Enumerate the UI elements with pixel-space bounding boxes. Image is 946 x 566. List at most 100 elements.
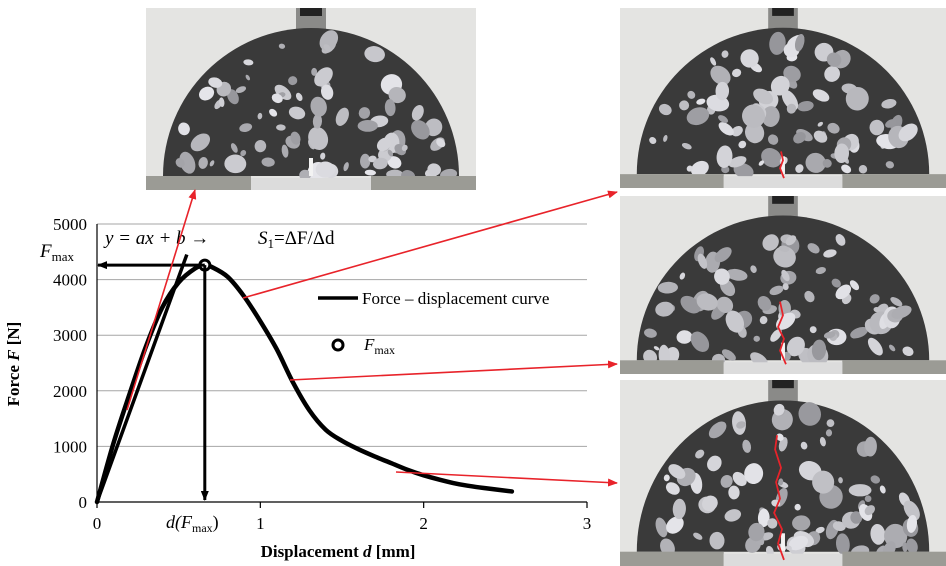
aggregate xyxy=(898,123,918,142)
aggregate xyxy=(288,76,298,86)
aggregate xyxy=(845,86,869,111)
aggregate xyxy=(276,124,286,131)
aggregate xyxy=(767,134,779,145)
support-left xyxy=(620,174,724,188)
base-plate xyxy=(723,176,843,188)
base-plate xyxy=(723,553,843,566)
aggregate xyxy=(817,121,824,127)
legend-point-swatch xyxy=(331,338,345,352)
aggregate xyxy=(681,142,692,150)
y-axis-label: Force F [N] xyxy=(4,322,23,407)
aggregate xyxy=(906,514,918,533)
aggregate xyxy=(864,436,877,457)
aggregate xyxy=(310,96,327,117)
specimen-notch xyxy=(781,156,785,175)
aggregate xyxy=(841,164,852,174)
fmax-axis-label: Fmax xyxy=(39,241,74,264)
aggregate xyxy=(696,98,706,105)
series-force-displacement xyxy=(94,262,515,505)
aggregate xyxy=(728,485,740,500)
aggregate xyxy=(724,509,742,522)
tangent-line xyxy=(95,253,189,503)
aggregate xyxy=(798,402,821,426)
aggregate xyxy=(427,163,441,176)
aggregate xyxy=(278,43,286,49)
aggregate xyxy=(778,478,784,486)
aggregate xyxy=(770,329,782,342)
aggregate xyxy=(781,269,790,282)
aggregate xyxy=(890,297,903,307)
support-left xyxy=(620,551,724,566)
aggregate xyxy=(224,154,247,174)
aggregate xyxy=(864,495,872,502)
aggregate xyxy=(793,131,806,144)
aggregate xyxy=(343,162,349,172)
aggregate xyxy=(869,294,880,304)
aggregate xyxy=(785,545,792,551)
aggregate xyxy=(775,312,796,330)
aggregate xyxy=(815,267,826,275)
equation-label: y = ax + b → xyxy=(103,228,209,249)
aggregate xyxy=(358,107,371,119)
specimen-photos xyxy=(146,8,946,566)
aggregate xyxy=(702,495,718,512)
aggregates xyxy=(649,31,918,179)
aggregate xyxy=(364,169,377,176)
aggregate xyxy=(657,281,678,294)
aggregate xyxy=(832,521,846,532)
aggregate xyxy=(687,90,696,99)
loading-strip-top xyxy=(772,196,794,204)
aggregate xyxy=(742,439,752,453)
aggregate xyxy=(725,310,745,333)
aggregate xyxy=(312,113,323,129)
specimen-notch xyxy=(781,342,785,361)
aggregate xyxy=(696,293,718,311)
aggregate xyxy=(767,518,778,529)
aggregate xyxy=(826,52,842,67)
specimen-notch xyxy=(309,158,313,176)
aggregate xyxy=(732,471,747,487)
aggregate xyxy=(710,57,717,66)
y-tick-label-2000: 2000 xyxy=(53,382,87,401)
aggregate xyxy=(364,46,385,63)
aggregate xyxy=(219,97,225,107)
aggregate xyxy=(891,305,912,319)
support-left xyxy=(146,176,251,190)
aggregate xyxy=(835,284,852,300)
aggregate xyxy=(788,535,809,551)
aggregate xyxy=(773,246,796,268)
aggregate xyxy=(243,59,254,66)
aggregate xyxy=(401,144,408,152)
aggregate xyxy=(827,122,840,134)
aggregate xyxy=(797,101,814,112)
aggregate xyxy=(762,234,779,251)
y-tick-label-1000: 1000 xyxy=(53,437,87,456)
aggregate xyxy=(697,253,708,269)
aggregate xyxy=(826,419,835,427)
legend-curve-label: Force – displacement curve xyxy=(362,289,549,308)
arrow-to-stage-3-photo xyxy=(395,471,618,487)
x-tick-label-3: 3 xyxy=(583,514,592,533)
specimen-photo-stage-3 xyxy=(620,380,946,566)
aggregate xyxy=(372,157,388,170)
aggregate xyxy=(707,455,722,472)
aggregate xyxy=(807,243,820,254)
aggregate xyxy=(320,152,326,160)
aggregate xyxy=(902,542,908,553)
aggregate xyxy=(257,112,263,120)
x-tick-labels: 0 1 2 3 xyxy=(93,514,592,533)
y-tick-label-4000: 4000 xyxy=(53,271,87,290)
aggregate xyxy=(783,65,801,82)
aggregate xyxy=(686,107,710,126)
aggregate xyxy=(190,133,211,152)
support-right xyxy=(842,360,946,374)
aggregate xyxy=(695,449,705,459)
aggregate xyxy=(308,126,329,150)
aggregate xyxy=(239,123,253,133)
aggregate xyxy=(761,148,782,168)
aggregate xyxy=(795,164,804,173)
aggregate xyxy=(320,84,334,100)
aggregate xyxy=(690,160,709,177)
aggregate xyxy=(714,247,732,263)
